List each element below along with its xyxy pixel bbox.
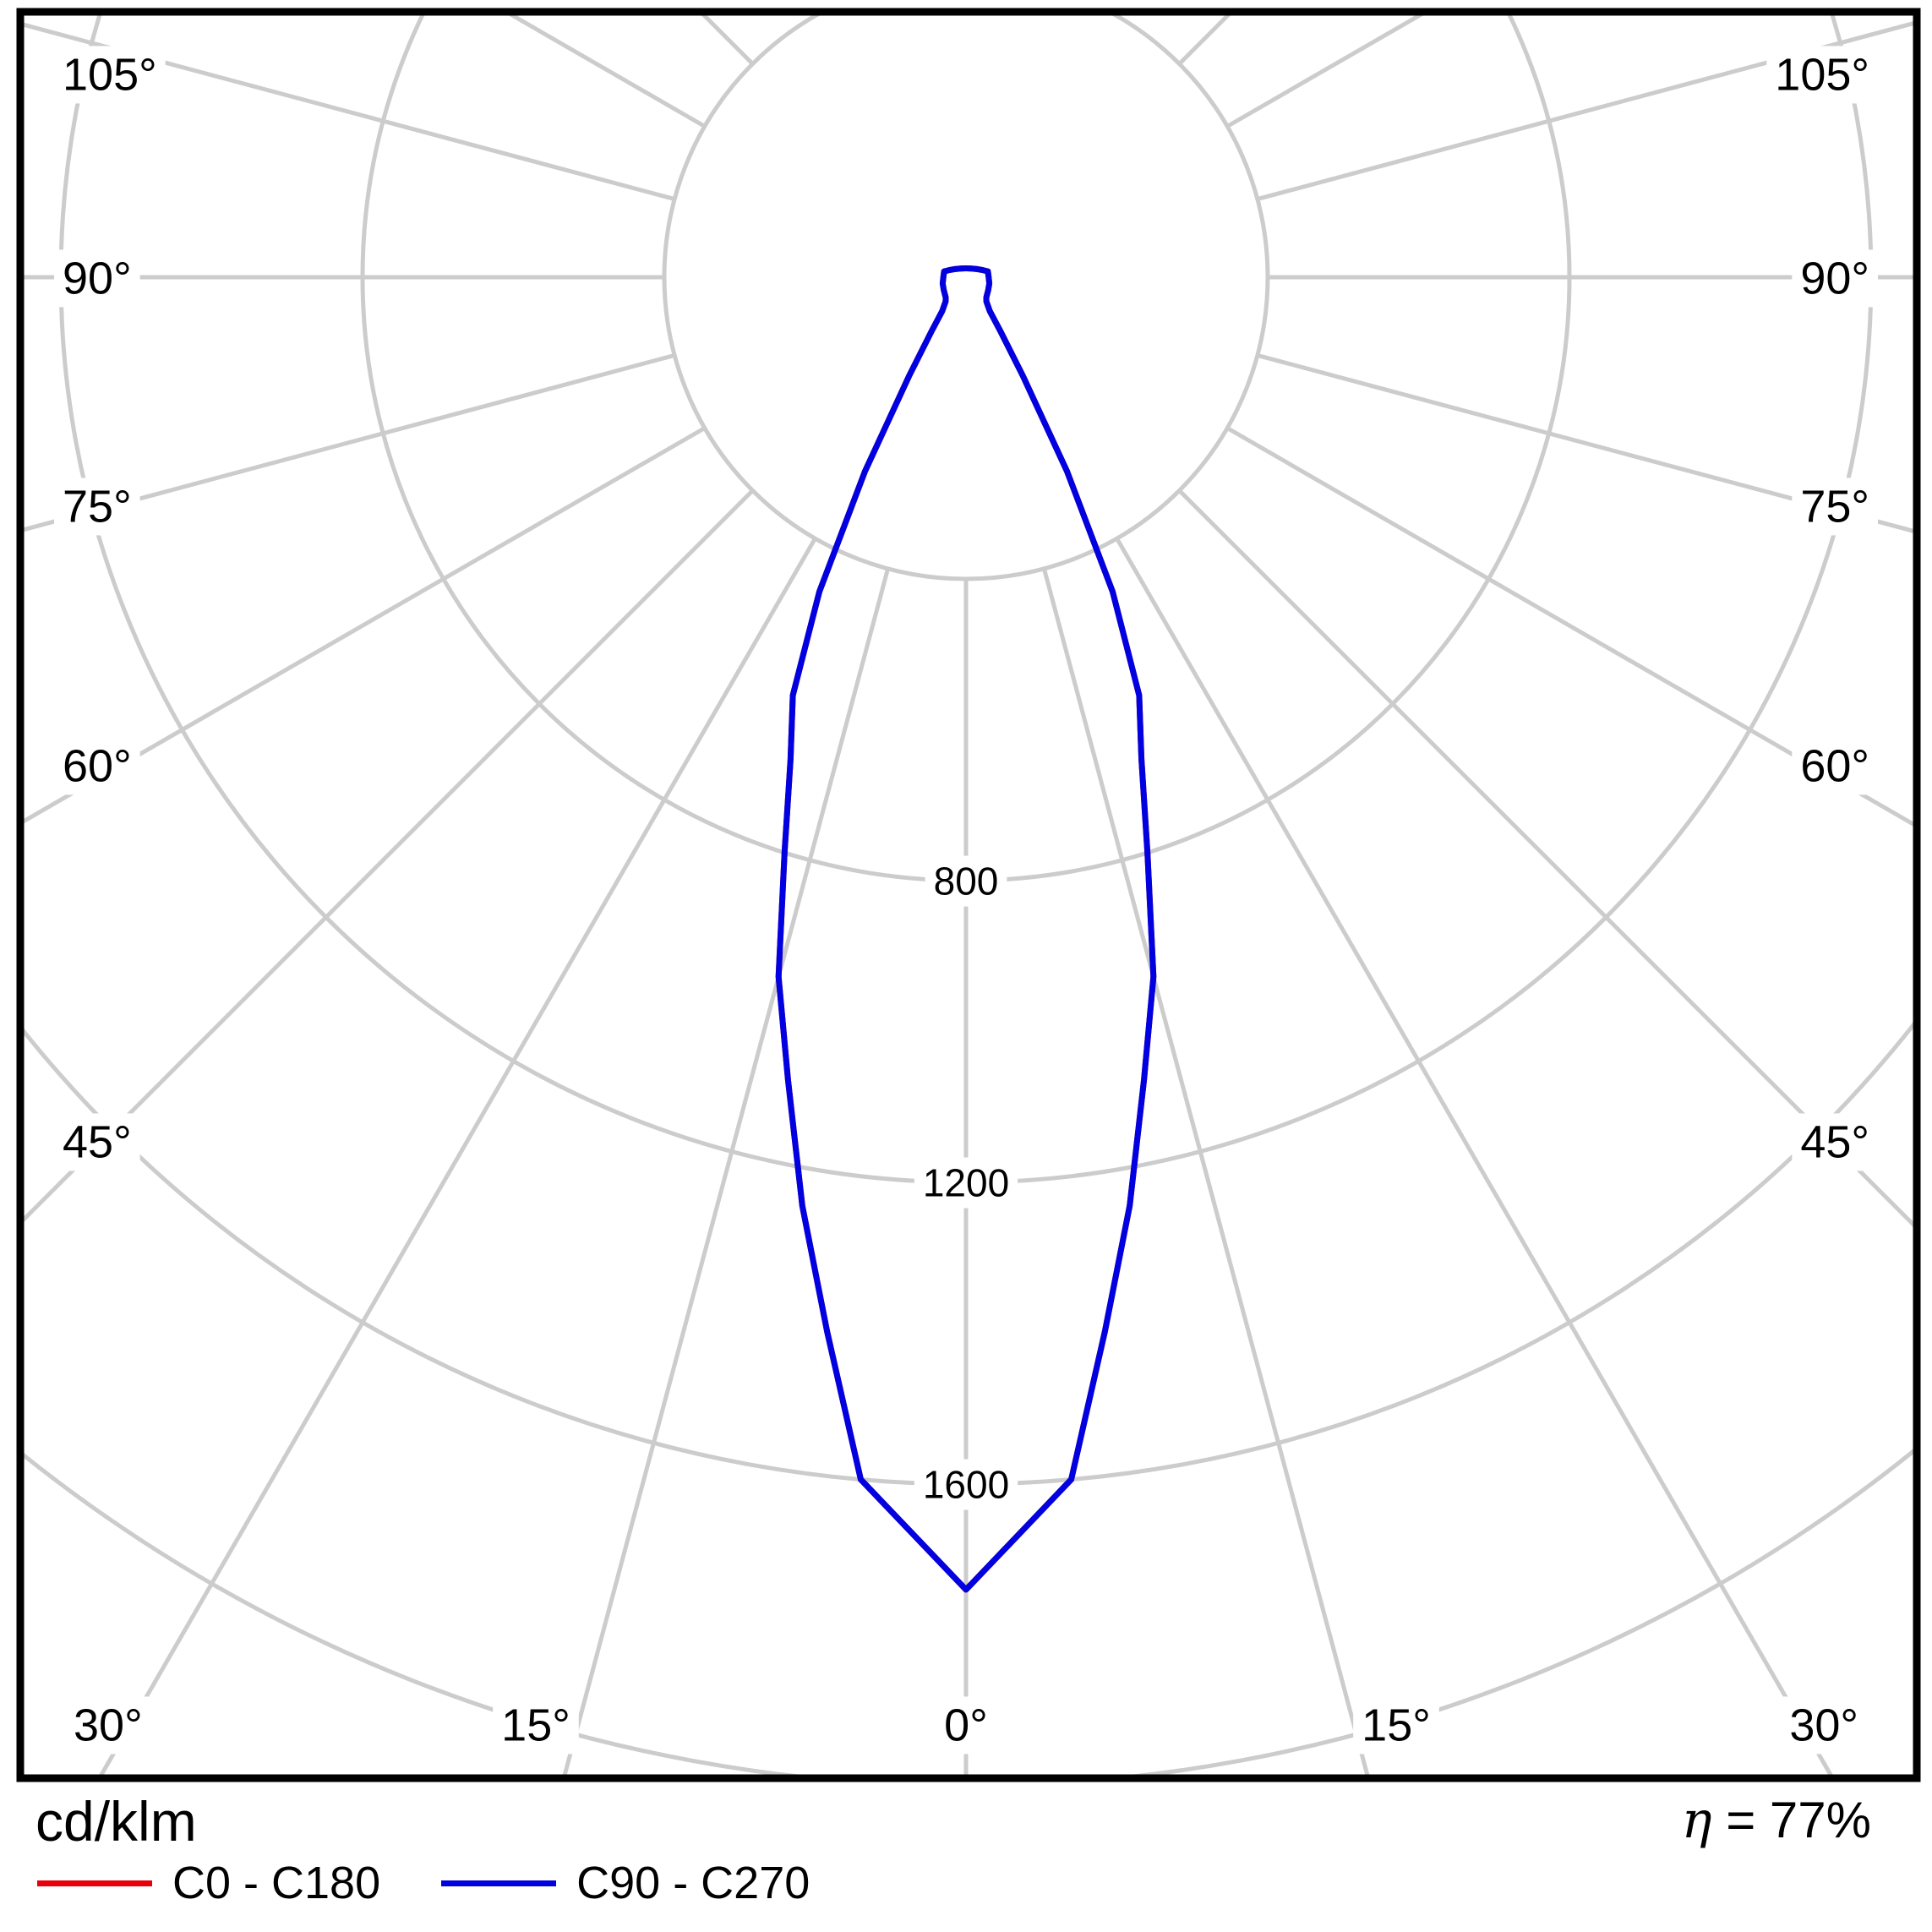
legend-swatch-blue-line bbox=[441, 1880, 557, 1886]
axis-labels: 105° 105° 90° 90° 75° 75° 60° 60° 45° 45° 30° 30° 15… bbox=[54, 46, 1878, 1755]
radial-label-1600-bg bbox=[914, 1459, 1018, 1510]
legend-swatch-red-line bbox=[37, 1880, 152, 1886]
grid-spoke--105 bbox=[24, 22, 675, 202]
angle-label-left-90-bg bbox=[54, 249, 140, 308]
efficiency-label: η = 77% bbox=[1682, 1792, 1871, 1848]
legend: C0 - C180 C90 - C270 bbox=[37, 1859, 870, 1907]
angle-label-right-90-bg bbox=[1792, 249, 1878, 308]
angle-label-bottom-2: 15° bbox=[1362, 1700, 1431, 1750]
legend-label: C0 - C180 bbox=[172, 1858, 381, 1908]
angle-label-right-75: 75° bbox=[1800, 481, 1869, 532]
radial-label-800-bg bbox=[925, 855, 1007, 907]
angle-label-left-45-bg bbox=[54, 1113, 140, 1171]
angle-label-bottom-1-bg bbox=[936, 1696, 996, 1755]
grid-spoke--45 bbox=[24, 488, 755, 1223]
angle-label-right-30-bg bbox=[1781, 1696, 1867, 1755]
angle-label-left-105: 105° bbox=[63, 49, 157, 100]
plot-border bbox=[16, 8, 1921, 1782]
legend-item-c90-c270: C90 - C270 bbox=[441, 1860, 870, 1906]
angle-label-right-90: 90° bbox=[1800, 253, 1869, 303]
angle-label-right-30: 30° bbox=[1789, 1700, 1858, 1750]
intensity-curve-c90-c270 bbox=[775, 265, 1157, 1593]
efficiency-value: = 77% bbox=[1726, 1792, 1871, 1848]
legend-item-c0-c180: C0 - C180 bbox=[37, 1860, 441, 1906]
angle-label-right-60-bg bbox=[1792, 737, 1878, 795]
angle-label-left-90: 90° bbox=[63, 253, 132, 303]
intensity-curves bbox=[775, 265, 1157, 1593]
angle-label-right-105: 105° bbox=[1775, 49, 1869, 100]
grid-spoke-75 bbox=[1257, 352, 1913, 533]
grid-spoke-45 bbox=[1177, 488, 1913, 1228]
grid-spoke-30 bbox=[1115, 537, 1833, 1775]
angle-label-left-45: 45° bbox=[63, 1116, 132, 1167]
angle-label-left-60: 60° bbox=[63, 740, 132, 791]
angle-label-bottom-0-bg bbox=[493, 1696, 579, 1755]
units-label: cd/klm bbox=[35, 1790, 197, 1853]
legend-label: C90 - C270 bbox=[576, 1858, 810, 1908]
grid-spoke--75 bbox=[24, 352, 675, 532]
angle-label-right-45-bg bbox=[1792, 1113, 1878, 1171]
grid-circle-400 bbox=[662, 15, 1270, 581]
angle-label-right-45: 45° bbox=[1800, 1116, 1869, 1167]
grid-spoke-60 bbox=[1225, 426, 1913, 827]
radial-label-1600: 1600 bbox=[923, 1463, 1009, 1507]
eta-symbol: η bbox=[1681, 1791, 1712, 1850]
angle-label-left-105-bg bbox=[54, 46, 166, 104]
angle-label-bottom-0: 15° bbox=[501, 1700, 570, 1750]
angle-label-right-60: 60° bbox=[1800, 740, 1869, 791]
grid-spoke--60 bbox=[24, 426, 707, 824]
radial-label-1200-bg bbox=[914, 1157, 1018, 1209]
radial-label-800: 800 bbox=[934, 860, 999, 903]
grid-spoke-105 bbox=[1257, 21, 1913, 202]
grid-spoke--30 bbox=[99, 537, 817, 1775]
radial-label-1200: 1200 bbox=[923, 1161, 1009, 1205]
angle-label-left-30: 30° bbox=[74, 1700, 143, 1750]
angle-label-bottom-2-bg bbox=[1353, 1696, 1439, 1755]
angle-label-left-30-bg bbox=[65, 1696, 151, 1755]
angle-label-right-105-bg bbox=[1766, 46, 1878, 104]
angle-label-left-60-bg bbox=[54, 737, 140, 795]
angle-label-left-75-bg bbox=[54, 478, 140, 536]
angle-label-bottom-1: 0° bbox=[944, 1700, 988, 1750]
angle-label-right-75-bg bbox=[1792, 478, 1878, 536]
angle-label-left-75: 75° bbox=[63, 481, 132, 532]
